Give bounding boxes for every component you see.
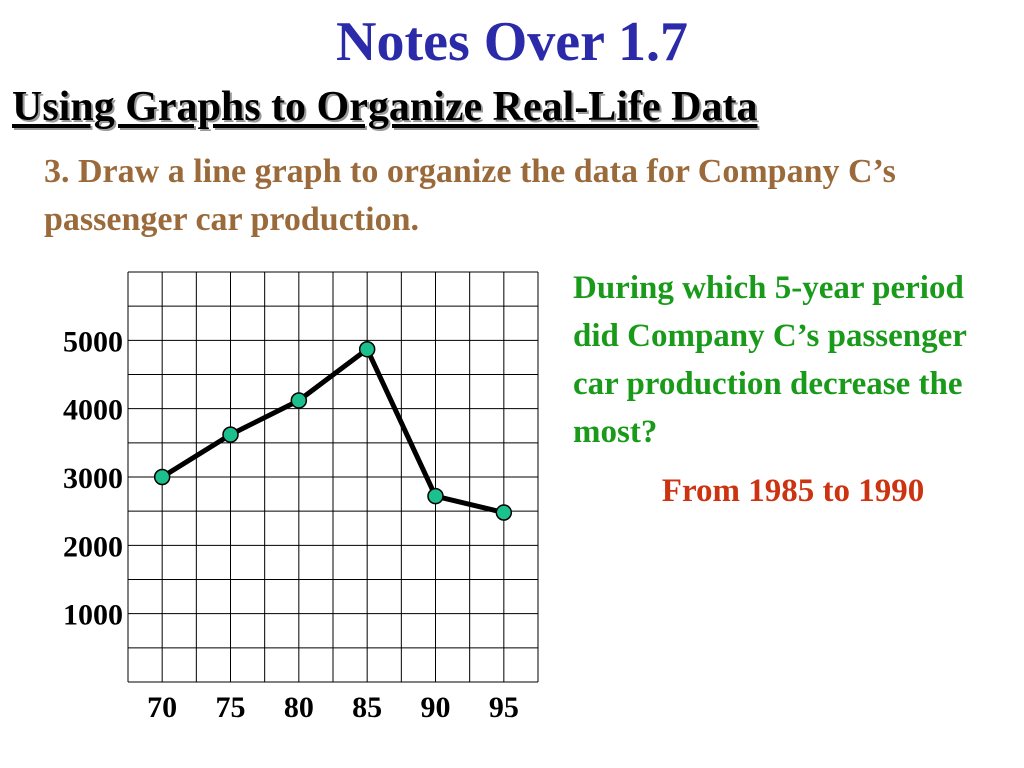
page-title: Notes Over 1.7 [336,11,688,73]
y-tick-label: 1000 [63,599,123,632]
x-tick-label: 85 [352,691,382,724]
problem-statement: 3. Draw a line graph to organize the dat… [44,153,896,239]
answer-text: From 1985 to 1990 [661,473,925,509]
data-point-90 [427,487,444,505]
y-tick-label: 4000 [63,394,123,427]
series-line [160,346,505,515]
y-tick-label: 3000 [63,462,123,495]
data-points-group [153,340,513,521]
y-tick-label: 5000 [63,325,123,358]
x-tick-label: 95 [489,691,519,724]
series-line-group [160,346,505,515]
x-axis-ticks: 70 75 80 85 90 95 [147,691,519,724]
data-point-85 [358,340,376,358]
page-subtitle: Using Graphs to Organize Real-Life Data [12,84,758,130]
data-point-70 [153,468,171,486]
chart-grid [127,271,539,683]
data-point-95 [495,504,513,521]
x-tick-label: 90 [421,691,451,724]
data-point-75 [222,426,239,443]
y-tick-label: 2000 [63,530,123,563]
x-tick-label: 80 [284,691,314,724]
x-tick-label: 70 [147,691,177,724]
data-point-80 [290,392,308,409]
question-text: During which 5-year period did Company C… [573,270,967,450]
y-axis-ticks: 1000 2000 3000 4000 5000 [63,325,123,631]
x-tick-label: 75 [216,691,246,724]
